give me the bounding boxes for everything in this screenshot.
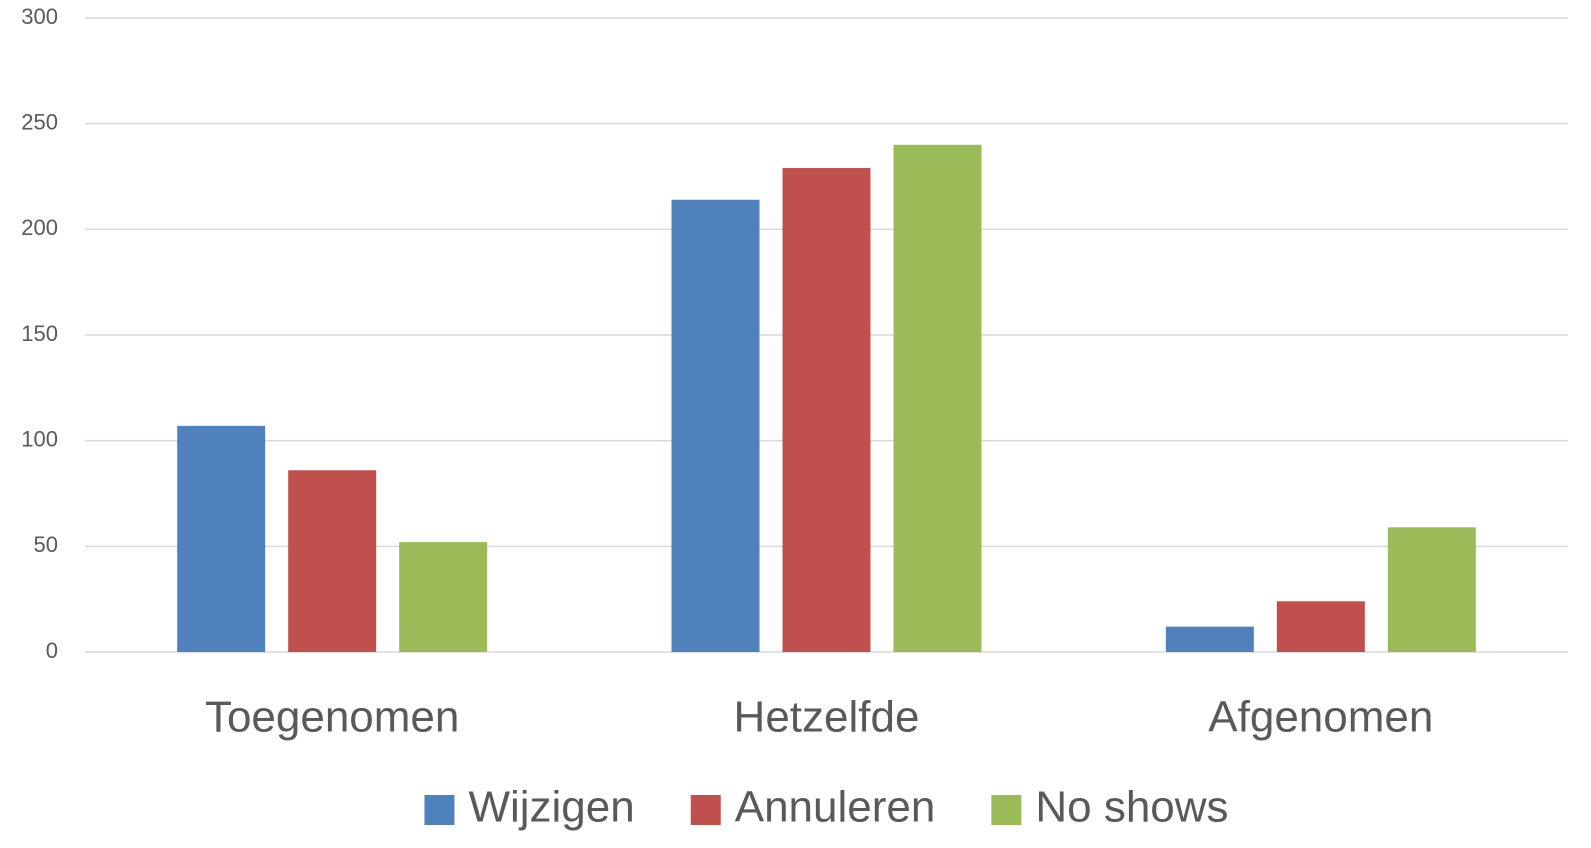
x-tick-label: Hetzelfde	[734, 693, 920, 742]
bar	[671, 199, 760, 652]
legend-label: Wijzigen	[468, 783, 634, 832]
y-tick-label: 100	[21, 426, 58, 451]
x-tick-label: Afgenomen	[1208, 693, 1433, 742]
bar	[1165, 626, 1254, 652]
bar	[782, 168, 871, 652]
y-tick-label: 250	[21, 109, 58, 134]
bar	[1387, 527, 1476, 652]
legend-label: Annuleren	[735, 783, 936, 832]
y-tick-label: 50	[34, 532, 58, 557]
bar	[288, 470, 377, 652]
legend-swatch	[991, 795, 1022, 825]
y-tick-label: 0	[46, 638, 58, 663]
bar	[177, 425, 266, 652]
x-tick-label: Toegenomen	[205, 693, 459, 742]
bar	[893, 144, 982, 653]
bar	[399, 542, 488, 652]
legend-swatch	[690, 795, 721, 825]
bar	[1276, 601, 1365, 652]
y-tick-label: 300	[21, 4, 58, 29]
y-tick-label: 150	[21, 321, 58, 346]
y-tick-label: 200	[21, 215, 58, 240]
legend-swatch	[424, 795, 455, 825]
legend-label: No shows	[1035, 783, 1228, 832]
